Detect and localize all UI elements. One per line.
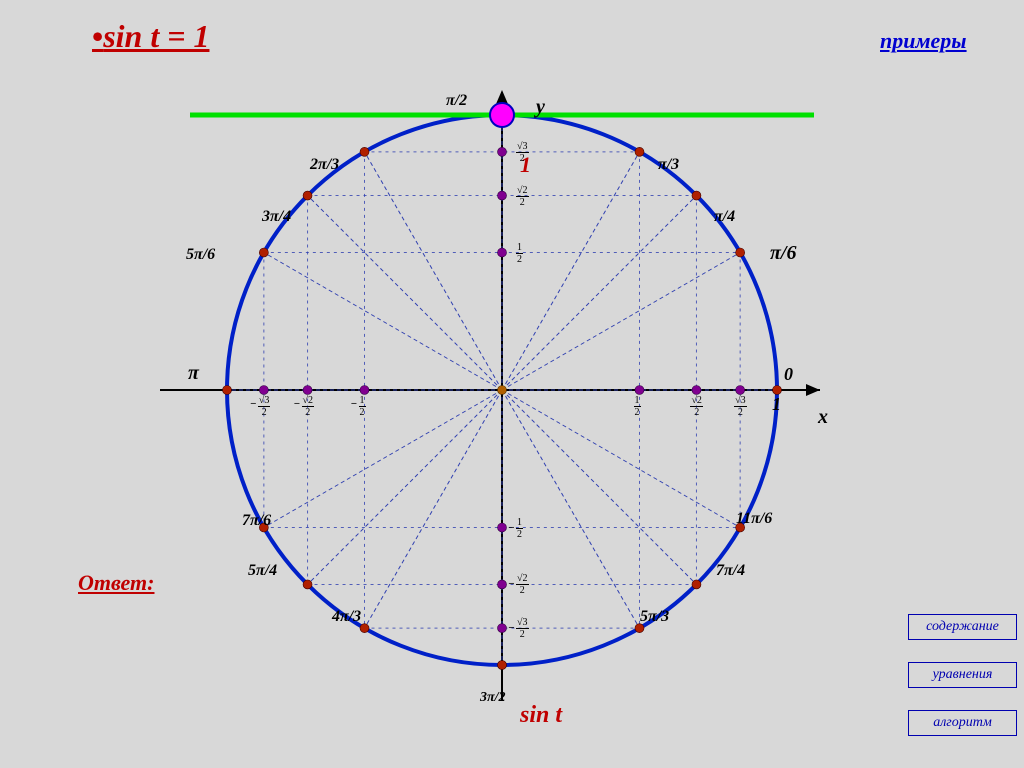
fraction-label: √22: [516, 186, 529, 208]
angle-label: π/3: [658, 156, 679, 174]
fraction-label: √32: [516, 618, 529, 640]
minus-sign: −: [508, 578, 515, 590]
fraction-label: √32: [516, 142, 529, 164]
algorithm-button[interactable]: алгоритм: [908, 710, 1017, 736]
angle-label: 7π/4: [716, 562, 745, 580]
fraction-label: √22: [516, 574, 529, 596]
angle-label: 2π/3: [310, 156, 339, 174]
minus-sign: −: [508, 622, 515, 634]
angle-label: π: [188, 362, 199, 385]
minus-sign: −: [250, 398, 257, 410]
angle-label: x: [818, 406, 828, 429]
fraction-label: 12: [516, 243, 523, 265]
unit-circle-figure: [0, 0, 1024, 768]
minus-sign: −: [351, 398, 358, 410]
angle-label: 4π/3: [332, 608, 361, 626]
fraction-label: √32: [258, 396, 271, 418]
angle-label: 5π/6: [186, 246, 215, 264]
angle-label: π/4: [714, 208, 735, 226]
answer-label: Ответ:: [78, 570, 154, 596]
fraction-label: √32: [734, 396, 747, 418]
equation-title: •sin t = 1: [92, 18, 209, 55]
fraction-label: 12: [516, 518, 523, 540]
fraction-label: 12: [359, 396, 366, 418]
angle-label: 11π/6: [736, 510, 772, 528]
fraction-label: 12: [634, 396, 641, 418]
fraction-label: √22: [690, 396, 703, 418]
minus-sign: −: [508, 522, 515, 534]
angle-label: 7π/6: [242, 512, 271, 530]
fraction-label: √22: [302, 396, 315, 418]
angle-label: 1: [772, 394, 781, 415]
equations-button[interactable]: уравнения: [908, 662, 1017, 688]
sin-t-label: sin t: [520, 702, 562, 729]
angle-label: 3π/4: [262, 208, 291, 226]
angle-label: π/2: [446, 92, 467, 110]
angle-label: 5π/3: [640, 608, 669, 626]
contents-button[interactable]: содержание: [908, 614, 1017, 640]
minus-sign: −: [294, 398, 301, 410]
angle-label: 3π/2: [480, 690, 506, 706]
examples-link[interactable]: примеры: [880, 28, 967, 54]
angle-label: 0: [784, 364, 793, 385]
angle-label: π/6: [770, 242, 796, 265]
angle-label: 5π/4: [248, 562, 277, 580]
angle-label: y: [536, 96, 545, 119]
